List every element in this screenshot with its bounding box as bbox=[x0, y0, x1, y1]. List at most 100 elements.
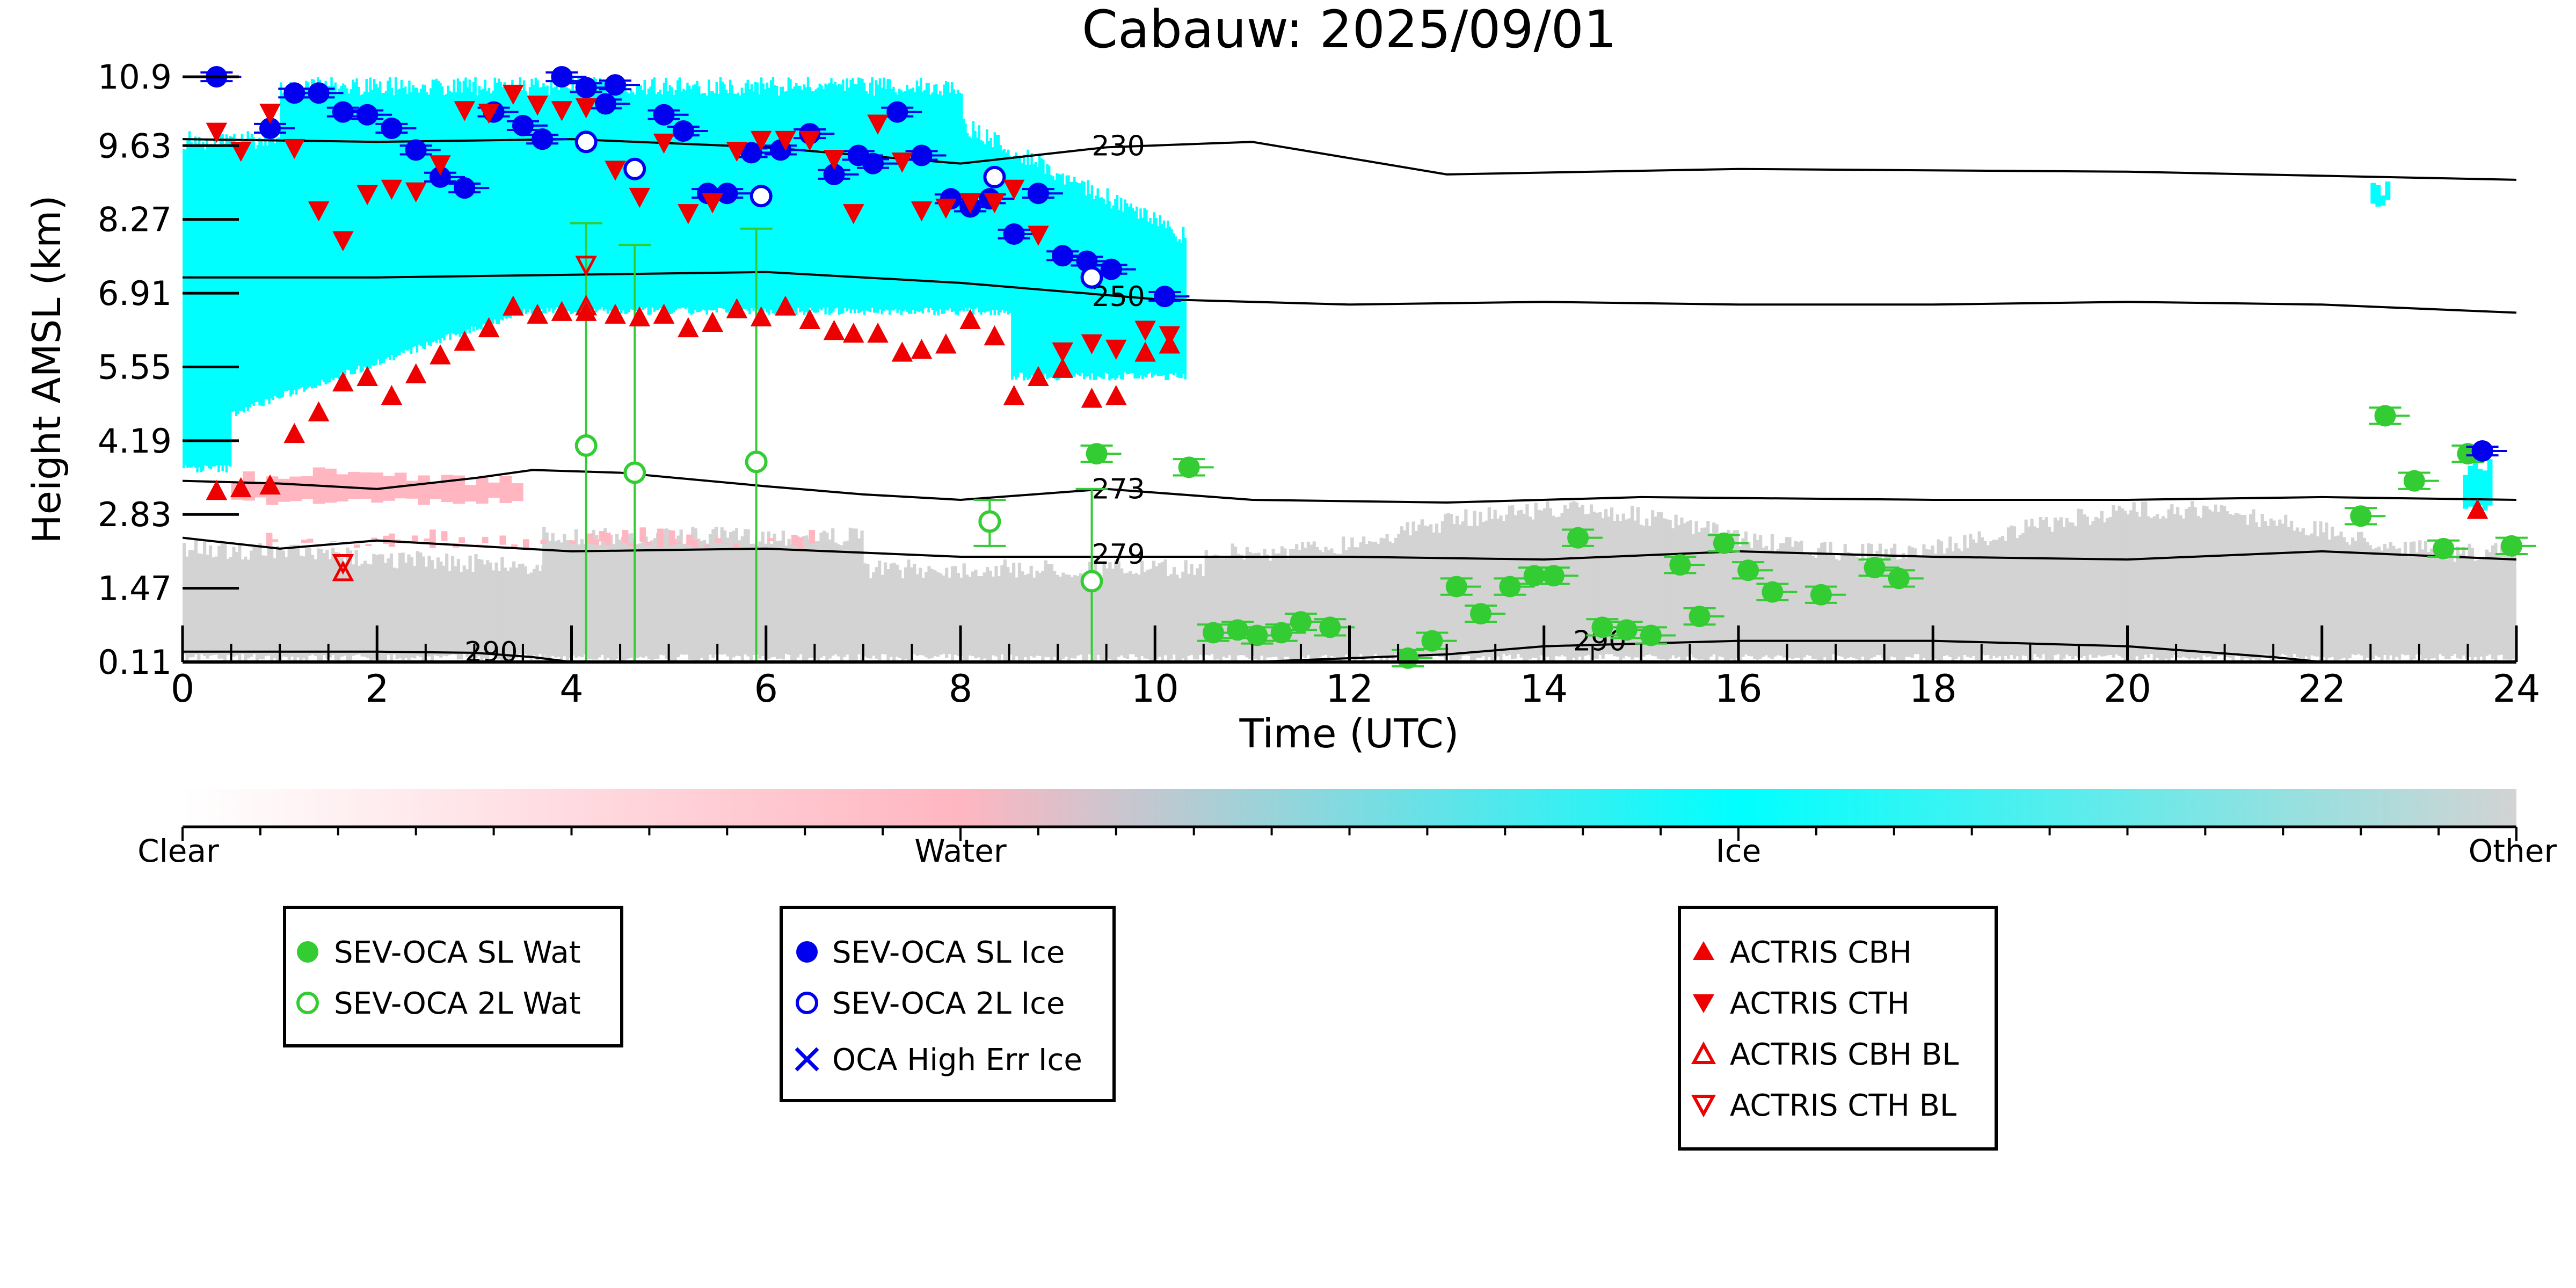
other-field bbox=[1613, 521, 1617, 657]
other-field bbox=[1712, 522, 1716, 654]
ice-field bbox=[1073, 177, 1076, 377]
other-field bbox=[2424, 541, 2428, 659]
actris-cbh-point bbox=[775, 295, 796, 316]
ice-field bbox=[890, 89, 893, 311]
other-field bbox=[571, 544, 575, 656]
other-field bbox=[2400, 554, 2404, 654]
other-field bbox=[2473, 561, 2477, 658]
ice-field bbox=[461, 92, 463, 334]
other-field bbox=[828, 539, 832, 659]
ice-field bbox=[733, 93, 736, 311]
ice-field bbox=[505, 91, 508, 319]
other-field bbox=[1811, 556, 1815, 659]
other-field bbox=[1000, 565, 1004, 655]
other-field bbox=[1163, 559, 1167, 656]
ice-field bbox=[1180, 243, 1183, 379]
water-field bbox=[587, 533, 594, 544]
other-field bbox=[816, 541, 820, 662]
other-field bbox=[974, 570, 978, 659]
other-field bbox=[503, 567, 507, 657]
other-field bbox=[1692, 534, 1695, 658]
ice-field bbox=[909, 88, 913, 314]
other-field bbox=[1367, 541, 1372, 657]
ice-field bbox=[737, 92, 739, 315]
other-field bbox=[881, 574, 884, 654]
other-field bbox=[2289, 520, 2294, 659]
ice-field bbox=[470, 92, 473, 327]
actris-cbh-point bbox=[332, 371, 354, 392]
other-field bbox=[1111, 569, 1115, 660]
sev-oca-sl-wat-point bbox=[1864, 557, 1886, 579]
sev-oca-2l-ice-point bbox=[1080, 266, 1103, 289]
ice-field bbox=[589, 96, 592, 314]
sev-oca-sl-wat-point bbox=[2374, 405, 2396, 427]
water-field bbox=[388, 533, 395, 547]
actris-cth-point bbox=[750, 130, 772, 151]
other-field bbox=[1137, 574, 1141, 661]
other-field bbox=[1668, 520, 1672, 659]
other-field bbox=[1032, 577, 1036, 658]
actris-cbh-point bbox=[799, 309, 821, 329]
other-field bbox=[784, 545, 788, 654]
other-field bbox=[477, 558, 481, 657]
other-field bbox=[2269, 518, 2273, 660]
other-field bbox=[2494, 543, 2498, 660]
other-field bbox=[1709, 533, 1713, 657]
other-field bbox=[2243, 514, 2247, 659]
other-field bbox=[600, 541, 605, 655]
other-field bbox=[279, 547, 282, 660]
other-field bbox=[822, 530, 826, 657]
legend-ice-box bbox=[780, 906, 1116, 1102]
other-field bbox=[1686, 521, 1690, 657]
other-field bbox=[708, 534, 712, 655]
legend-label-cbh: ACTRIS CBH bbox=[1730, 935, 1912, 970]
ice-field bbox=[1136, 206, 1138, 379]
ice-field bbox=[321, 88, 323, 380]
ice-field bbox=[661, 94, 664, 308]
other-field bbox=[2287, 526, 2290, 657]
sev-oca-sl-wat-point bbox=[1640, 624, 1662, 646]
ice-field bbox=[2370, 183, 2376, 204]
ice-field bbox=[297, 92, 300, 389]
ice-field bbox=[1028, 164, 1031, 379]
other-field bbox=[1954, 543, 1958, 659]
other-field bbox=[793, 539, 797, 661]
other-field bbox=[2360, 532, 2363, 656]
other-field bbox=[2073, 526, 2078, 656]
ice-field bbox=[853, 84, 856, 314]
other-field bbox=[659, 542, 663, 655]
water-field bbox=[768, 538, 775, 541]
other-field bbox=[1377, 543, 1380, 657]
other-field bbox=[875, 567, 878, 659]
sev-oca-sl-wat-point bbox=[1689, 606, 1711, 628]
y-tick-label: 2.83 bbox=[98, 495, 172, 534]
other-field bbox=[311, 555, 315, 654]
other-field bbox=[1280, 546, 1284, 661]
other-field bbox=[895, 564, 899, 657]
other-field bbox=[1204, 550, 1208, 655]
sev-oca-sl-wat-point bbox=[1669, 554, 1691, 576]
water-field bbox=[371, 472, 383, 503]
other-field bbox=[924, 572, 928, 658]
other-field bbox=[641, 539, 645, 658]
other-field bbox=[2100, 511, 2104, 657]
other-field bbox=[246, 559, 250, 659]
other-field bbox=[1992, 540, 1996, 656]
legend-marker-cbh bbox=[1693, 941, 1714, 960]
other-field bbox=[2506, 551, 2509, 660]
ice-field bbox=[593, 77, 595, 309]
other-field bbox=[2021, 533, 2025, 656]
ice-field bbox=[554, 86, 557, 310]
other-field bbox=[258, 543, 262, 659]
other-field bbox=[1236, 554, 1240, 656]
ice-field bbox=[1184, 238, 1187, 380]
ice-field bbox=[280, 82, 282, 398]
water-field bbox=[668, 530, 675, 546]
sev-oca-sl-ice-point bbox=[532, 128, 554, 150]
other-field bbox=[316, 548, 321, 660]
other-field bbox=[1966, 548, 1970, 657]
ice-field bbox=[511, 79, 514, 313]
other-field bbox=[483, 564, 486, 658]
other-field bbox=[1073, 575, 1077, 659]
other-field bbox=[1671, 528, 1675, 656]
